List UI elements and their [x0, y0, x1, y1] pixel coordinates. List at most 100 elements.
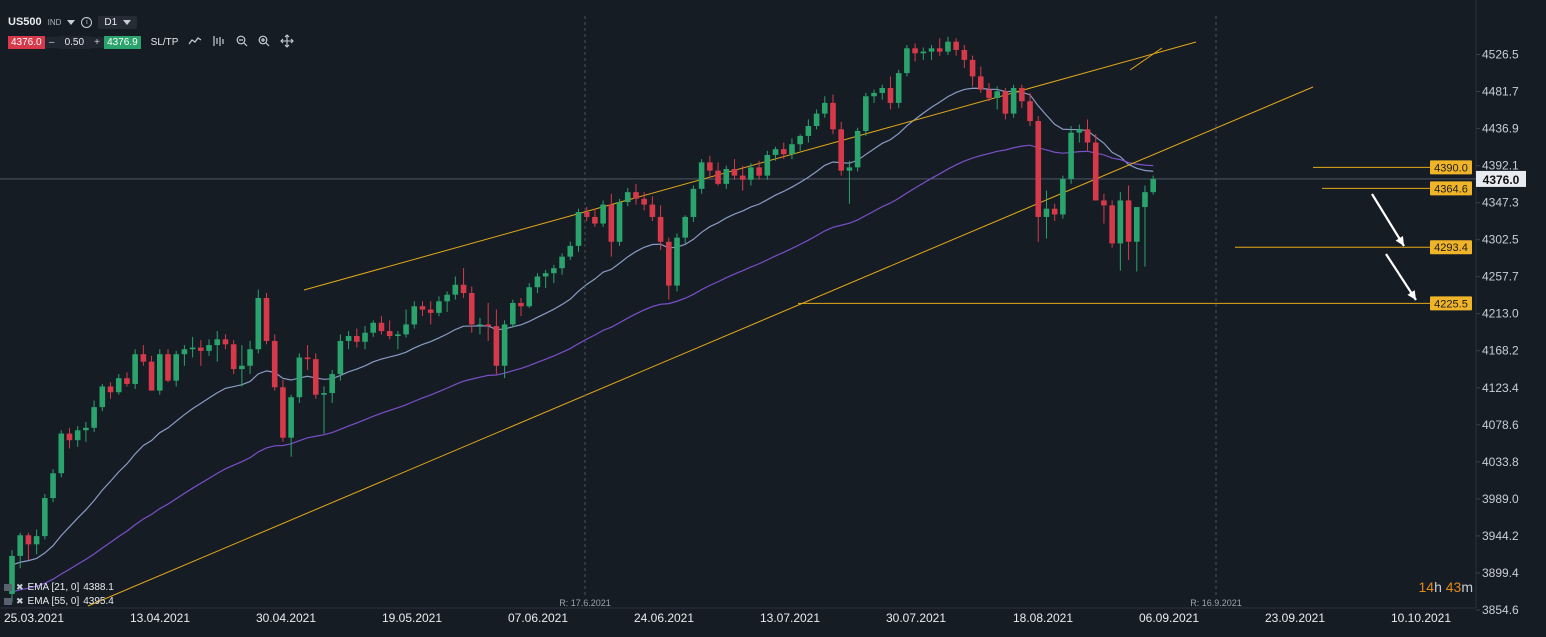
candle-down	[468, 293, 475, 325]
y-tick-label: 4033.8	[1482, 455, 1519, 469]
ema21-settings-icon[interactable]	[4, 584, 12, 591]
candle-countdown: 14h 43m	[1418, 579, 1473, 595]
increase-lot-button[interactable]: +	[90, 37, 105, 48]
candle-up	[846, 167, 853, 171]
y-tick-label: 3989.0	[1482, 492, 1519, 506]
candle-down	[354, 336, 360, 342]
rollover-markers: R: 17.6.2021 R: 16.9.2021	[559, 16, 1242, 608]
candle-up	[156, 354, 163, 391]
info-icon[interactable]: i	[81, 16, 93, 28]
candle-up	[42, 498, 48, 537]
crosshair-icon[interactable]	[280, 34, 295, 51]
candles	[9, 36, 1156, 603]
candle-down	[378, 322, 385, 332]
line-chart-icon[interactable]	[188, 36, 202, 49]
candle-down	[263, 297, 270, 341]
candle-up	[411, 306, 418, 325]
candle-down	[1027, 101, 1033, 122]
decrease-lot-button[interactable]: –	[44, 37, 59, 48]
candle-up	[920, 51, 927, 54]
candle-up	[945, 41, 951, 52]
lot-size-input[interactable]: 0.50	[58, 36, 91, 49]
arrow-head	[1395, 236, 1404, 246]
rollover-label: R: 16.9.2021	[1190, 598, 1242, 608]
candle-up	[567, 245, 574, 257]
current-price-label: 4376.0	[1483, 173, 1520, 187]
y-tick-label: 4526.5	[1482, 48, 1519, 62]
timeframe-label: D1	[104, 16, 118, 28]
candle-down	[386, 331, 393, 337]
candle-down	[1002, 91, 1009, 114]
candle-up	[575, 211, 582, 246]
ema55-remove-icon[interactable]: ✖	[16, 596, 24, 606]
candle-down	[830, 102, 836, 130]
symbol-dropdown-icon[interactable]	[67, 19, 76, 25]
candle-up	[436, 301, 442, 313]
candle-up	[370, 322, 377, 333]
candle-up	[624, 192, 631, 203]
grid	[0, 0, 1480, 611]
ema21-line	[11, 87, 1154, 566]
indicators-icon[interactable]	[212, 35, 226, 50]
level-badge	[1430, 296, 1472, 311]
candle-down	[312, 359, 319, 395]
timer-hours: 14	[1418, 579, 1435, 595]
x-axis: 25.03.2021 13.04.2021 30.04.2021 19.05.2021…	[4, 611, 1451, 625]
candle-down	[1035, 121, 1042, 217]
ema21-value: 4388.1	[83, 582, 114, 593]
candle-down	[460, 284, 467, 294]
ema55-settings-icon[interactable]	[4, 598, 12, 605]
candle-up	[534, 276, 541, 288]
candle-down	[756, 167, 762, 176]
ema55-legend[interactable]: ✖ EMA [55, 0] 4395.4	[4, 596, 114, 607]
trend-lines	[87, 41, 1314, 607]
x-tick-label: 18.08.2021	[1013, 611, 1073, 625]
candle-up	[83, 427, 89, 431]
candle-up	[559, 256, 565, 269]
candle-up	[247, 349, 253, 366]
y-tick-label: 4257.7	[1482, 270, 1519, 284]
zoom-out-icon[interactable]	[236, 35, 248, 50]
candle-up	[821, 102, 828, 114]
candle-up	[33, 536, 40, 545]
candle-up	[99, 386, 106, 408]
trendline	[87, 86, 1314, 607]
zoom-in-icon[interactable]	[258, 35, 270, 50]
sell-button[interactable]: 4376.0	[8, 36, 45, 49]
candle-up	[9, 555, 15, 594]
candle-down	[657, 216, 664, 242]
level-badge	[1430, 240, 1472, 255]
candle-down	[165, 354, 171, 381]
symbol-name[interactable]: US500	[8, 16, 42, 28]
timer-minutes: 43	[1445, 579, 1462, 595]
ema21-legend[interactable]: ✖ EMA [21, 0] 4388.1	[4, 582, 114, 593]
timer-m: m	[1461, 579, 1473, 595]
instrument-type: IND	[47, 17, 62, 27]
y-tick-label: 4213.0	[1482, 307, 1519, 321]
buy-button[interactable]: 4376.9	[104, 36, 141, 49]
candle-up	[1043, 208, 1050, 217]
sl-tp-button[interactable]: SL/TP	[150, 37, 179, 48]
x-tick-label: 13.07.2021	[760, 611, 820, 625]
trendline	[1129, 47, 1163, 71]
y-tick-label: 3854.6	[1482, 603, 1519, 617]
ema21-remove-icon[interactable]: ✖	[16, 582, 24, 592]
y-axis: 4526.5 4481.7 4436.9 4392.1 4347.3 4302.5 4257…	[1482, 48, 1519, 617]
candle-down	[583, 211, 590, 217]
y-tick-label: 4123.4	[1482, 381, 1519, 395]
candle-up	[1068, 132, 1074, 179]
level-badge	[1430, 181, 1472, 196]
level-label: 4390.0	[1434, 162, 1468, 174]
candle-down	[953, 41, 959, 50]
candle-up	[214, 339, 221, 346]
x-tick-label: 25.03.2021	[4, 611, 64, 625]
candle-up	[551, 268, 557, 274]
y-tick-label: 4168.2	[1482, 344, 1519, 358]
candle-up	[542, 273, 549, 277]
timeframe-select[interactable]: D1	[98, 15, 138, 29]
ema55-line	[11, 144, 1154, 593]
arrow-shaft	[1371, 193, 1405, 247]
candle-up	[206, 345, 212, 351]
candle-down	[936, 48, 943, 52]
